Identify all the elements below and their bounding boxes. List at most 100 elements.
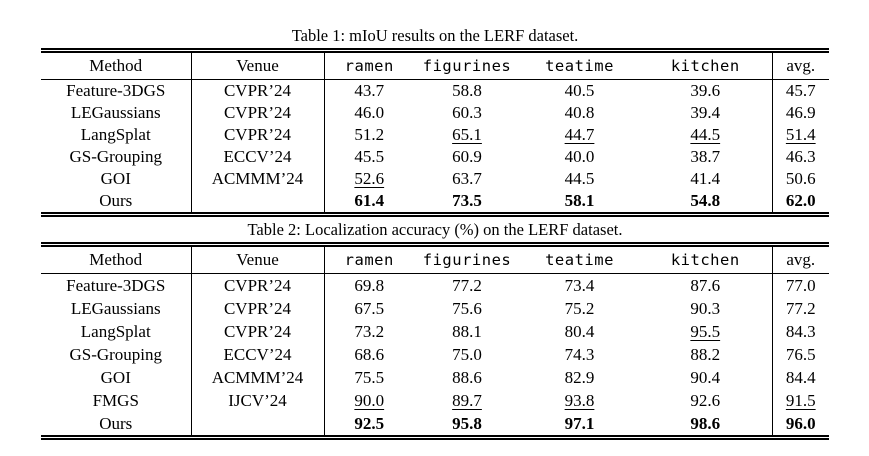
venue-cell: ACMMM’24 — [191, 168, 325, 190]
value-cell: 75.0 — [452, 344, 482, 364]
table-row: LangSplat CVPR’24 51.2 65.1 44.7 44.5 51.4 — [41, 124, 829, 146]
method-cell: LEGaussians — [41, 297, 192, 320]
value-cell: 40.8 — [564, 103, 595, 122]
method-cell: Feature-3DGS — [41, 273, 192, 297]
avg-value-cell: 84.3 — [771, 320, 829, 343]
avg-value-cell: 51.4 — [771, 124, 829, 146]
table1-header-row: Method Venue ramen figurines teatime kit… — [41, 50, 829, 80]
venue-cell: CVPR’24 — [191, 273, 325, 297]
value-cell: 40.0 — [564, 147, 595, 166]
column-header-venue: Venue — [191, 50, 325, 80]
value-cell: 54.8 — [690, 191, 721, 210]
column-header-figurines: figurines — [414, 50, 520, 80]
value-cell: 98.6 — [690, 413, 721, 433]
value-cell: 39.4 — [690, 103, 721, 122]
table-row: GS-Grouping ECCV’24 45.5 60.9 40.0 38.7 46.3 — [41, 146, 829, 168]
column-header-avg: avg. — [771, 244, 829, 274]
venue-cell: CVPR’24 — [191, 124, 325, 146]
value-cell: 77.2 — [452, 275, 482, 295]
table2-localization-accuracy: Method Venue ramen figurines teatime kit… — [41, 242, 829, 440]
venue-cell: ACMMM’24 — [191, 366, 325, 389]
column-header-figurines: figurines — [414, 244, 520, 274]
value-cell: 69.8 — [354, 275, 385, 295]
table1-section: Table 1: mIoU results on the LERF datase… — [41, 26, 869, 217]
value-cell: 88.1 — [452, 321, 482, 341]
value-cell: 74.3 — [564, 344, 595, 364]
table2-header-row: Method Venue ramen figurines teatime kit… — [41, 244, 829, 274]
value-cell: 92.6 — [690, 390, 721, 410]
avg-value-cell: 84.4 — [771, 366, 829, 389]
method-cell: GOI — [41, 366, 192, 389]
method-cell: Ours — [41, 412, 192, 438]
value-cell: 82.9 — [564, 367, 595, 387]
table-row: GOI ACMMM’24 52.6 63.7 44.5 41.4 50.6 — [41, 168, 829, 190]
value-cell: 73.5 — [452, 191, 482, 210]
avg-value-cell: 77.2 — [771, 297, 829, 320]
avg-value-cell: 46.9 — [771, 102, 829, 124]
value-cell: 95.8 — [452, 413, 482, 433]
value-cell: 67.5 — [354, 298, 385, 318]
value-cell: 45.5 — [354, 147, 385, 166]
avg-value-cell: 77.0 — [771, 273, 829, 297]
value-cell: 61.4 — [354, 191, 385, 210]
value-cell: 51.2 — [354, 125, 385, 144]
venue-cell — [191, 412, 325, 438]
value-cell: 40.5 — [564, 81, 595, 100]
value-cell: 75.6 — [452, 298, 482, 318]
value-cell: 60.3 — [452, 103, 482, 122]
value-cell: 88.2 — [690, 344, 721, 364]
value-cell: 44.5 — [690, 125, 721, 144]
table-row: LEGaussians CVPR’24 67.5 75.6 75.2 90.3 77.2 — [41, 297, 829, 320]
value-cell: 52.6 — [354, 169, 385, 188]
method-cell: LangSplat — [41, 320, 192, 343]
table2-body: Feature-3DGS CVPR’24 69.8 77.2 73.4 87.6 77.0 L… — [41, 273, 829, 438]
value-cell: 68.6 — [354, 344, 385, 364]
paper-page: Table 1: mIoU results on the LERF datase… — [41, 26, 869, 440]
method-cell: Feature-3DGS — [41, 79, 192, 102]
method-cell: GOI — [41, 168, 192, 190]
value-cell: 90.0 — [354, 390, 385, 410]
value-cell: 90.4 — [690, 367, 721, 387]
venue-cell: IJCV’24 — [191, 389, 325, 412]
column-header-teatime: teatime — [520, 50, 639, 80]
value-cell: 97.1 — [564, 413, 595, 433]
value-cell: 60.9 — [452, 147, 482, 166]
value-cell: 75.2 — [564, 298, 595, 318]
method-cell: LEGaussians — [41, 102, 192, 124]
column-header-ramen: ramen — [324, 50, 414, 80]
method-cell: Ours — [41, 190, 192, 215]
table1-miou-results: Method Venue ramen figurines teatime kit… — [41, 48, 829, 217]
venue-cell: CVPR’24 — [191, 320, 325, 343]
value-cell: 58.8 — [452, 81, 482, 100]
value-cell: 75.5 — [354, 367, 385, 387]
method-cell: LangSplat — [41, 124, 192, 146]
value-cell: 44.5 — [564, 169, 595, 188]
value-cell: 43.7 — [354, 81, 385, 100]
value-cell: 39.6 — [690, 81, 721, 100]
avg-value-cell: 62.0 — [771, 190, 829, 215]
method-cell: GS-Grouping — [41, 146, 192, 168]
value-cell: 38.7 — [690, 147, 721, 166]
value-cell: 41.4 — [690, 169, 721, 188]
table1-body: Feature-3DGS CVPR’24 43.7 58.8 40.5 39.6 45.7 L… — [41, 79, 829, 215]
venue-cell — [191, 190, 325, 215]
avg-value-cell: 96.0 — [771, 412, 829, 438]
value-cell: 88.6 — [452, 367, 482, 387]
table-row: LangSplat CVPR’24 73.2 88.1 80.4 95.5 84.3 — [41, 320, 829, 343]
column-header-method: Method — [41, 50, 192, 80]
venue-cell: ECCV’24 — [191, 343, 325, 366]
method-cell: GS-Grouping — [41, 343, 192, 366]
column-header-method: Method — [41, 244, 192, 274]
value-cell: 63.7 — [452, 169, 482, 188]
value-cell: 87.6 — [690, 275, 721, 295]
value-cell: 80.4 — [564, 321, 595, 341]
value-cell: 90.3 — [690, 298, 721, 318]
avg-value-cell: 91.5 — [771, 389, 829, 412]
table-row: Feature-3DGS CVPR’24 43.7 58.8 40.5 39.6 45.7 — [41, 79, 829, 102]
value-cell: 95.5 — [690, 321, 721, 341]
table1-caption: Table 1: mIoU results on the LERF datase… — [291, 26, 579, 45]
value-cell: 92.5 — [354, 413, 385, 433]
table2-caption: Table 2: Localization accuracy (%) on th… — [247, 220, 623, 239]
table-row: FMGS IJCV’24 90.0 89.7 93.8 92.6 91.5 — [41, 389, 829, 412]
table2-section: Table 2: Localization accuracy (%) on th… — [41, 220, 869, 440]
